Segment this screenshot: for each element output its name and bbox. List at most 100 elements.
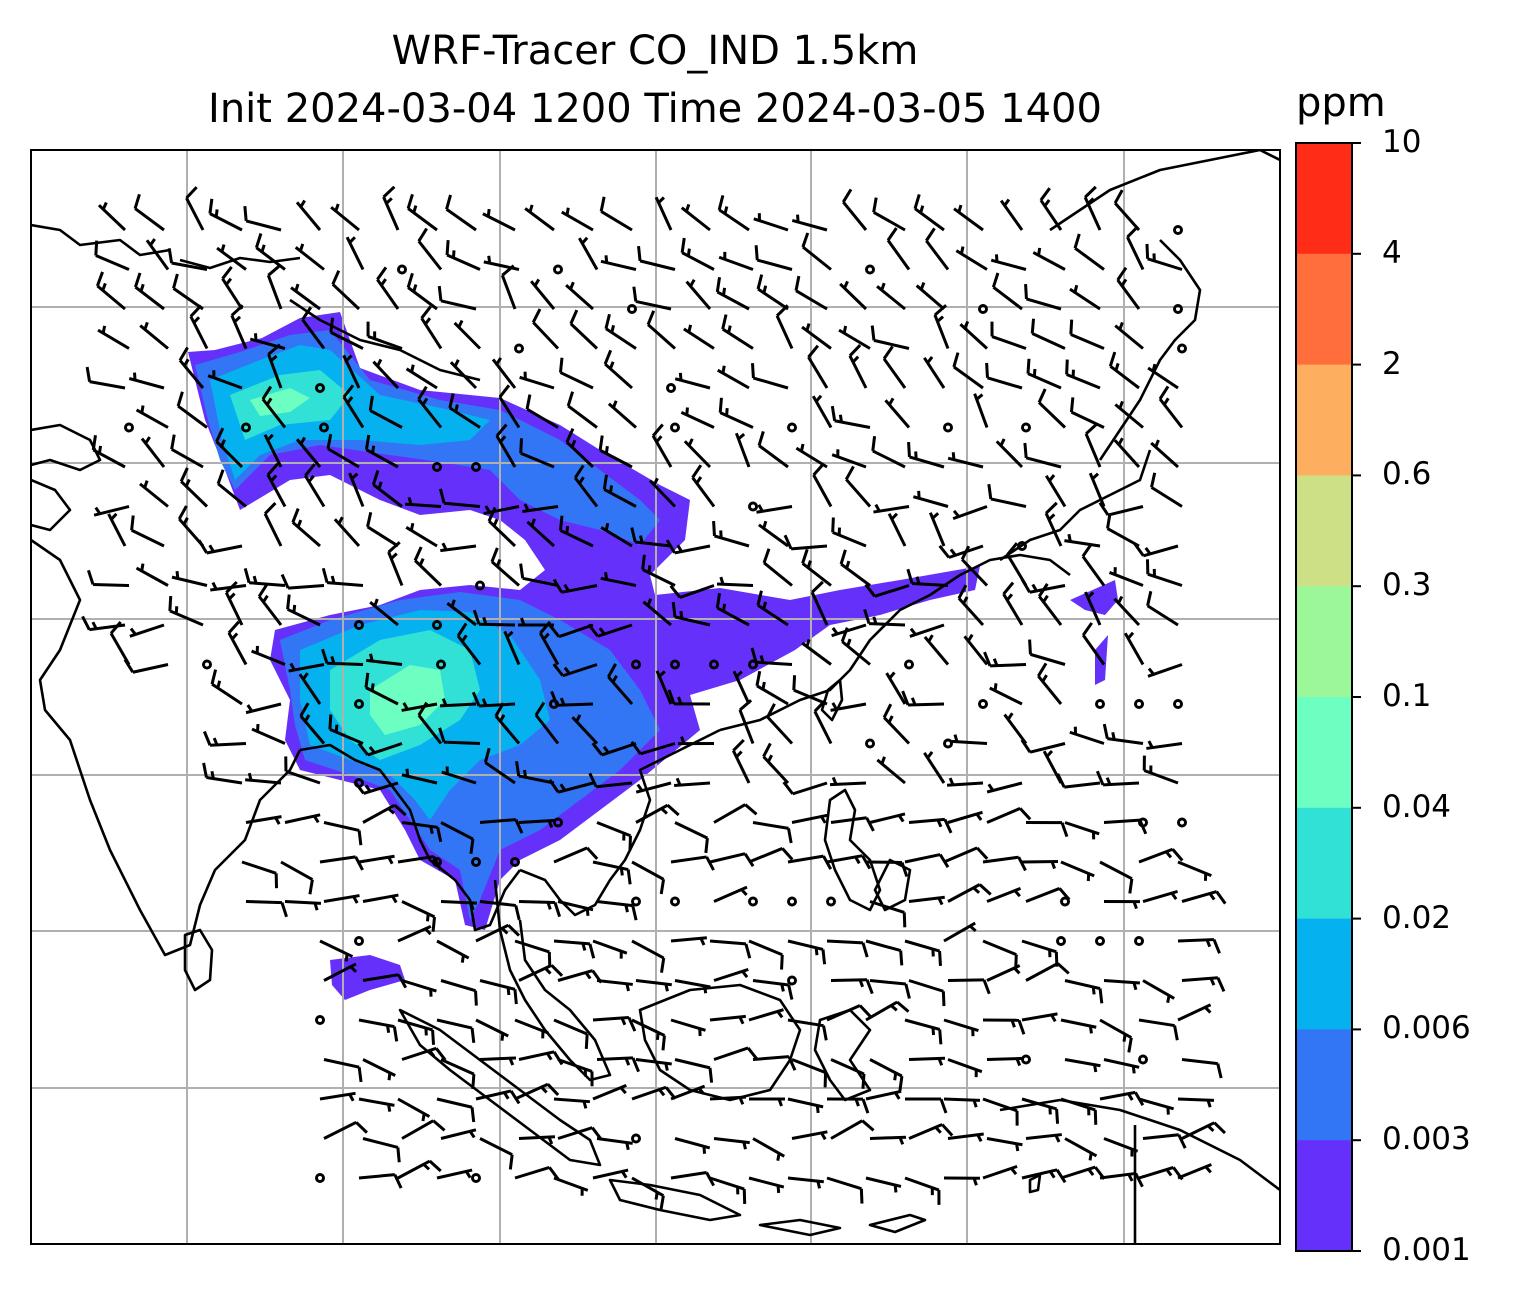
barb-flag: [1177, 1134, 1187, 1149]
wind-barb: [1021, 1012, 1058, 1023]
barb-half-flag: [880, 282, 886, 291]
barb-staff: [640, 742, 676, 756]
barb-half-flag: [999, 438, 1006, 447]
barb-flag: [870, 325, 876, 341]
wind-barb: [841, 188, 868, 231]
barb-flag: [861, 1119, 875, 1132]
barb-flag: [933, 304, 948, 317]
wind-barb: [490, 547, 520, 587]
wind-barb: [603, 349, 633, 390]
barb-staff: [947, 978, 985, 982]
wind-barb: [1146, 740, 1183, 750]
barb-staff: [748, 939, 783, 957]
barb-staff: [331, 283, 361, 311]
wind-barb: [1081, 543, 1106, 587]
barb-staff: [475, 1018, 509, 1038]
wind-barb: [1133, 542, 1179, 558]
coastline: [398, 1008, 602, 1167]
wind-barb: [362, 893, 399, 904]
barb-half-flag: [1006, 593, 1014, 602]
wind-barb: [291, 508, 321, 548]
barb-half-flag: [687, 324, 693, 333]
barb-half-flag: [376, 358, 383, 367]
barb-half-flag: [1047, 513, 1056, 521]
barb-flag: [519, 563, 525, 579]
wind-barb: [366, 321, 403, 350]
wind-barb: [446, 599, 477, 627]
wind-barb: [257, 583, 283, 626]
barb-staff: [775, 315, 794, 350]
barb-flag: [831, 517, 835, 533]
barb-flag: [1098, 501, 1110, 516]
barb-staff: [130, 528, 165, 548]
wind-barb: [826, 1097, 870, 1114]
wind-barb: [216, 244, 247, 271]
wind-barb: [632, 286, 672, 311]
wind-barb: [168, 596, 204, 627]
wind-barb: [456, 622, 482, 666]
calm-circle: [904, 659, 914, 670]
barb-half-flag: [387, 1104, 392, 1112]
wind-barb: [685, 279, 712, 310]
wind-barb: [787, 975, 797, 986]
wind-barb: [665, 539, 711, 555]
barb-flag: [1095, 770, 1105, 786]
barb-staff: [1025, 1133, 1062, 1140]
barb-half-flag: [854, 1098, 860, 1107]
wind-barb: [635, 979, 672, 992]
barb-flag: [263, 501, 277, 515]
wind-barb: [631, 860, 666, 895]
wind-barb: [124, 422, 134, 433]
barb-flag: [1039, 187, 1051, 202]
barb-staff: [752, 1055, 790, 1061]
wind-barb: [353, 780, 399, 795]
wind-barb: [757, 520, 789, 548]
barb-staff: [287, 584, 325, 590]
wind-barb: [366, 653, 403, 666]
wind-barb: [831, 517, 867, 548]
wind-barb: [552, 663, 598, 678]
wind-barb: [627, 304, 637, 314]
barb-half-flag: [831, 627, 839, 635]
wind-barb: [787, 896, 797, 907]
barb-flag: [548, 1166, 560, 1181]
wind-barb: [440, 542, 477, 553]
wind-barb: [791, 1058, 828, 1088]
barb-half-flag: [660, 807, 668, 815]
barb-half-flag: [499, 714, 506, 723]
calm-circle: [436, 659, 446, 670]
wind-barb: [227, 620, 248, 666]
wind-barb: [145, 238, 170, 271]
barb-half-flag: [777, 1098, 783, 1107]
wind-barb: [479, 979, 518, 1005]
barb-half-flag: [371, 445, 376, 454]
barb-staff: [1025, 962, 1059, 982]
barb-half-flag: [1114, 362, 1120, 371]
wind-barb: [401, 768, 438, 785]
barb-half-flag: [846, 638, 852, 647]
colorbar-segment: [1296, 918, 1352, 1030]
wind-barb: [712, 520, 750, 548]
barb-staff: [911, 581, 949, 587]
barb-half-flag: [1209, 977, 1216, 986]
wind-barb: [908, 1123, 954, 1140]
wind-barb: [1095, 699, 1105, 709]
barb-flag: [865, 817, 875, 832]
coastline: [31, 223, 171, 257]
wind-barb: [908, 895, 945, 906]
barb-half-flag: [926, 356, 934, 364]
barb-staff: [986, 887, 1022, 903]
barb-half-flag: [487, 255, 492, 264]
barb-half-flag: [547, 820, 554, 829]
barb-flag: [598, 435, 604, 451]
wind-barb: [592, 939, 628, 959]
barb-half-flag: [766, 754, 774, 763]
barb-half-flag: [377, 481, 383, 490]
barb-flag: [865, 979, 874, 995]
barb-flag: [393, 1173, 403, 1189]
barb-staff: [1142, 1133, 1179, 1140]
barb-flag: [938, 950, 942, 966]
wind-barb: [631, 939, 666, 973]
barb-staff: [569, 322, 599, 350]
barb-flag: [548, 779, 560, 793]
